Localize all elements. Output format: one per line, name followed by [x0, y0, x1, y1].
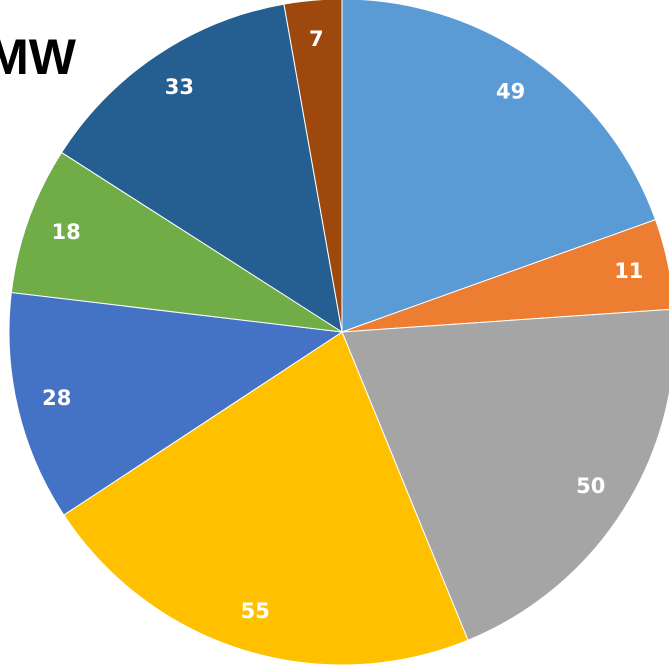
data-label: 33 [165, 75, 194, 99]
data-label: 49 [496, 79, 525, 103]
pie-slice [341, 218, 669, 333]
data-label: 7 [309, 27, 324, 51]
pie-slice [63, 331, 469, 666]
data-label: 50 [576, 474, 605, 498]
data-label: 18 [52, 220, 81, 244]
pie-slice [8, 291, 344, 516]
pie-slice [341, 0, 657, 333]
data-label: 11 [614, 259, 643, 283]
pie-slice [341, 308, 669, 641]
data-label: 55 [241, 599, 270, 623]
pie-slice [283, 0, 343, 333]
data-label: 28 [42, 386, 71, 410]
pie-slice [10, 151, 343, 333]
chart-title: MW [0, 29, 77, 85]
pie-slice [60, 3, 343, 334]
